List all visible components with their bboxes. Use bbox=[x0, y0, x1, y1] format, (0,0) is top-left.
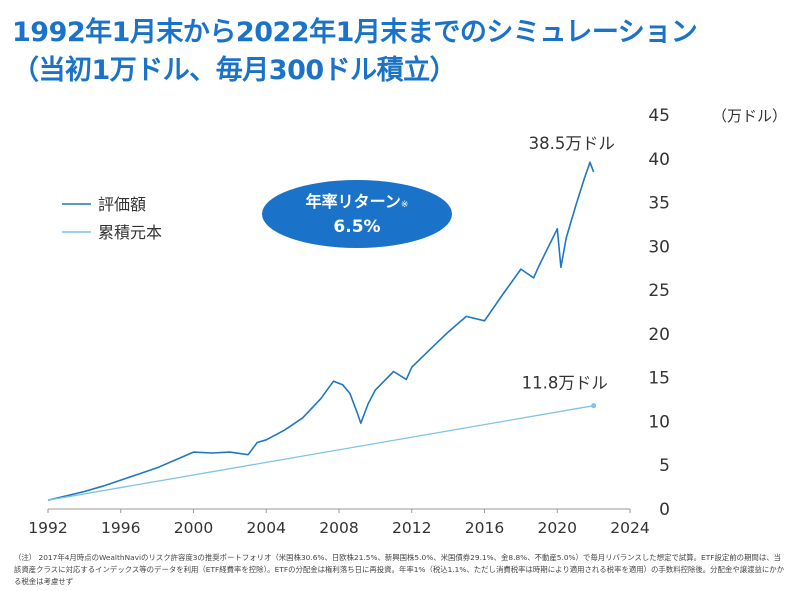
return-badge: 年率リターン※ 6.5% bbox=[262, 180, 452, 248]
x-tick-label: 2012 bbox=[392, 519, 431, 537]
legend-label: 評価額 bbox=[98, 195, 146, 214]
y-tick-label: 5 bbox=[659, 456, 670, 476]
labels-layer: 38.5万ドル 11.8万ドル bbox=[522, 134, 615, 393]
y-tick-label: 15 bbox=[648, 369, 670, 389]
legend-label: 累積元本 bbox=[98, 223, 162, 242]
y-tick-label: 20 bbox=[648, 325, 670, 345]
y-tick-label: 45 bbox=[648, 106, 670, 126]
x-tick-label: 2020 bbox=[538, 519, 577, 537]
y-tick-label: 10 bbox=[648, 412, 670, 432]
y-tick-label: 30 bbox=[648, 237, 670, 257]
title-line-1: 1992年1月末から2022年1月末までのシミュレーション bbox=[12, 17, 698, 48]
x-tick-label: 2016 bbox=[465, 519, 504, 537]
x-tick-label: 2008 bbox=[319, 519, 358, 537]
x-tick-label: 1996 bbox=[101, 519, 140, 537]
y-tick-label: 35 bbox=[648, 194, 670, 214]
badge-label: 年率リターン※ bbox=[306, 192, 409, 211]
footnote: （注） 2017年4月時点のWealthNaviのリスク許容度3の推奨ポートフォ… bbox=[14, 553, 785, 586]
title-line-2: （当初1万ドル、毎月300ドル積立） bbox=[12, 55, 457, 86]
principal-end-point bbox=[591, 403, 597, 409]
y-tick-label: 0 bbox=[659, 500, 670, 520]
y-tick-label: 40 bbox=[648, 150, 670, 170]
end-label-principal: 11.8万ドル bbox=[522, 374, 608, 393]
x-tick-label: 2000 bbox=[174, 519, 213, 537]
badge-shape bbox=[262, 180, 452, 248]
axes: 1992 1996 2000 2004 2008 2012 2016 2020 2024 0 5 10… bbox=[28, 106, 787, 537]
series-line-principal bbox=[47, 405, 594, 501]
series-layer bbox=[47, 161, 597, 501]
x-tick-label: 2024 bbox=[610, 519, 649, 537]
x-tick-label: 1992 bbox=[28, 519, 67, 537]
y-tick-label: 25 bbox=[648, 281, 670, 301]
x-tick-label: 2004 bbox=[247, 519, 286, 537]
end-label-value: 38.5万ドル bbox=[529, 134, 615, 153]
chart-title: 1992年1月末から2022年1月末までのシミュレーション （当初1万ドル、毎月… bbox=[12, 14, 698, 90]
series-line-value bbox=[47, 161, 595, 501]
badge-value: 6.5% bbox=[333, 217, 380, 237]
badge-note-mark: ※ bbox=[401, 200, 409, 210]
y-unit-label: （万ドル） bbox=[712, 107, 787, 125]
